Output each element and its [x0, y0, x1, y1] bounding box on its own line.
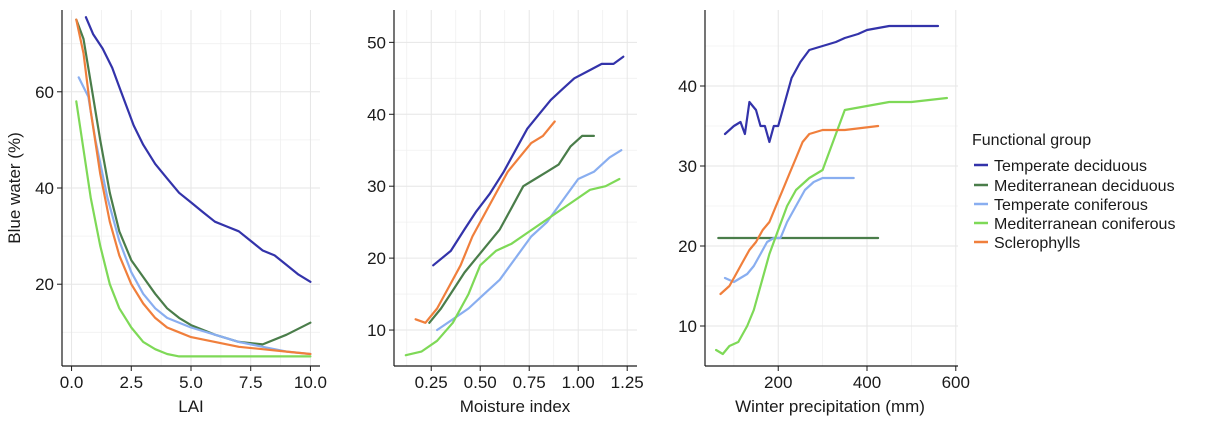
y-tick-label: 60	[35, 83, 54, 102]
x-tick-label: 2.5	[119, 373, 143, 392]
series-line-sclerophylls	[414, 120, 556, 324]
panel-lai: 0.0 2.5 5.0 7.5 10.0 20 40 60 LAI Blue water (%…	[5, 10, 327, 416]
x-tick-label: 0.25	[415, 373, 448, 392]
x-tick-label: 600	[942, 373, 970, 392]
legend-label: Mediterranean coniferous	[994, 216, 1175, 233]
x-tick-label: 200	[764, 373, 792, 392]
series-line-mediterranean-coniferous	[404, 177, 621, 357]
legend-label: Temperate coniferous	[994, 197, 1148, 214]
series-line-temperate-coniferous	[723, 176, 855, 284]
series-line-temperate-coniferous	[77, 76, 312, 356]
series-line-mediterranean-coniferous	[75, 100, 312, 358]
y-tick-label: 20	[367, 249, 386, 268]
series-line-sclerophylls	[75, 18, 312, 356]
series-line-temperate-deciduous	[723, 24, 940, 144]
legend: Functional group Temperate deciduous Med…	[972, 132, 1175, 252]
legend-label: Sclerophylls	[994, 235, 1080, 252]
grid-lai	[62, 10, 320, 366]
y-axis-title-lai: Blue water (%)	[5, 132, 24, 243]
y-tick-label: 20	[678, 237, 697, 256]
x-tick-label: 400	[853, 373, 881, 392]
x-tick-label: 10.0	[294, 373, 327, 392]
x-tick-label: 7.5	[239, 373, 263, 392]
ticks-lai: 0.0 2.5 5.0 7.5 10.0 20 40 60	[35, 83, 327, 392]
series-line-sclerophylls	[719, 124, 880, 296]
y-tick-label: 10	[367, 321, 386, 340]
panel-winter-precipitation: 200 400 600 10 20 30 40 Winter precipitation (…	[678, 10, 970, 416]
legend-item-temperate-deciduous: Temperate deciduous	[974, 158, 1147, 175]
legend-item-sclerophylls: Sclerophylls	[974, 235, 1080, 252]
legend-item-mediterranean-coniferous: Mediterranean coniferous	[974, 216, 1175, 233]
legend-title: Functional group	[972, 132, 1091, 149]
series-line-temperate-coniferous	[436, 149, 623, 332]
grid-winter-precipitation	[705, 10, 958, 366]
series-line-temperate-deciduous	[432, 55, 625, 267]
series-moisture-index	[404, 55, 625, 357]
x-tick-label: 5.0	[179, 373, 203, 392]
legend-label: Temperate deciduous	[994, 158, 1147, 175]
series-line-mediterranean-deciduous	[428, 134, 595, 324]
y-tick-label: 30	[678, 157, 697, 176]
x-tick-label: 0.0	[60, 373, 84, 392]
series-winter-precipitation	[715, 24, 948, 356]
y-tick-label: 30	[367, 177, 386, 196]
series-line-mediterranean-coniferous	[715, 96, 948, 356]
x-tick-label: 1.00	[562, 373, 595, 392]
ticks-moisture-index: 0.25 0.50 0.75 1.00 1.25 10 20 30 40 50	[367, 33, 644, 392]
grid-moisture-index	[394, 10, 637, 366]
x-axis-title-moisture-index: Moisture index	[460, 397, 571, 416]
y-tick-label: 40	[35, 179, 54, 198]
x-tick-label: 0.50	[464, 373, 497, 392]
ticks-winter-precipitation: 200 400 600 10 20 30 40	[678, 77, 970, 392]
x-tick-label: 1.25	[611, 373, 644, 392]
y-tick-label: 50	[367, 33, 386, 52]
series-lai	[75, 16, 312, 358]
y-tick-label: 40	[367, 105, 386, 124]
x-axis-title-lai: LAI	[178, 397, 204, 416]
series-line-temperate-deciduous	[84, 16, 312, 283]
legend-item-temperate-coniferous: Temperate coniferous	[974, 197, 1148, 214]
legend-label: Mediterranean deciduous	[994, 178, 1175, 195]
y-tick-label: 40	[678, 77, 697, 96]
legend-item-mediterranean-deciduous: Mediterranean deciduous	[974, 178, 1175, 195]
x-axis-title-winter-precipitation: Winter precipitation (mm)	[735, 397, 925, 416]
y-tick-label: 10	[678, 317, 697, 336]
y-tick-label: 20	[35, 275, 54, 294]
x-tick-label: 0.75	[513, 373, 546, 392]
panel-moisture-index: 0.25 0.50 0.75 1.00 1.25 10 20 30 40 50 Moisture …	[367, 10, 644, 416]
